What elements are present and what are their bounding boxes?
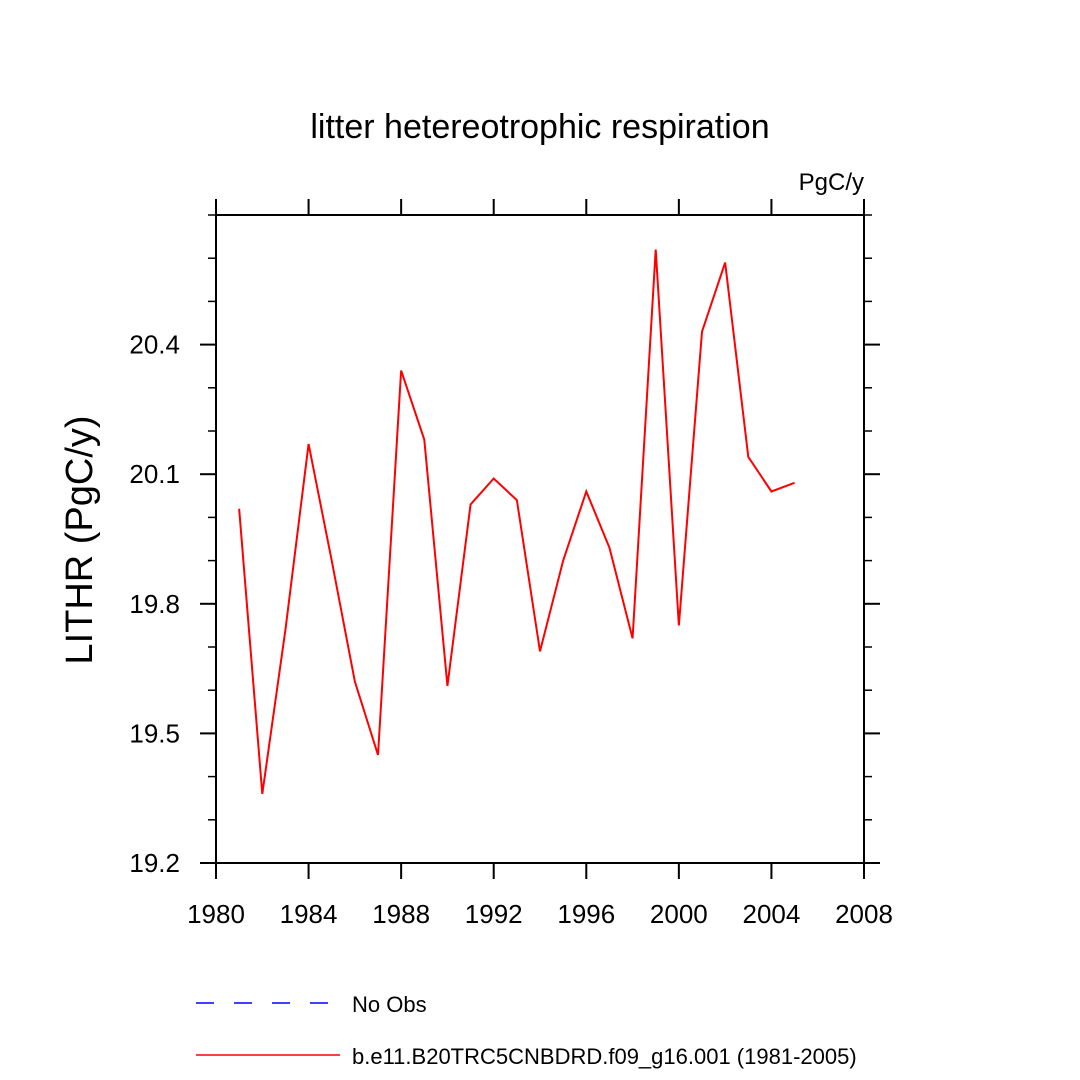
- plot-frame: [215, 214, 865, 864]
- x-tick-label: 1996: [557, 899, 615, 929]
- series-line: [238, 249, 795, 795]
- x-tick-label: 1992: [465, 899, 523, 929]
- units-label: PgC/y: [799, 169, 864, 196]
- y-major-ticks: [200, 343, 880, 864]
- y-tick-label: 20.1: [129, 459, 180, 489]
- x-tick-label: 2000: [650, 899, 708, 929]
- y-tick-label: 19.5: [129, 718, 180, 748]
- y-tick-label: 20.4: [129, 330, 180, 360]
- x-tick-label: 1984: [280, 899, 338, 929]
- x-major-ticks: [215, 199, 865, 879]
- y-tick-label: 19.2: [129, 848, 180, 878]
- y-tick-label: 19.8: [129, 589, 180, 619]
- legend: No Obs b.e11.B20TRC5CNBDRD.f09_g16.001 (…: [196, 992, 857, 1069]
- x-tick-label: 1988: [372, 899, 430, 929]
- y-tick-labels: 19.2 19.5 19.8 20.1 20.4: [129, 330, 180, 878]
- chart-title: litter hetereotrophic respiration: [310, 108, 769, 146]
- legend-label-model: b.e11.B20TRC5CNBDRD.f09_g16.001 (1981-20…: [352, 1044, 857, 1069]
- x-tick-label: 1980: [187, 899, 245, 929]
- y-axis-label: LITHR (PgC/y): [59, 415, 101, 664]
- x-tick-label: 2004: [743, 899, 801, 929]
- y-minor-ticks: [208, 214, 872, 821]
- series-group: [238, 249, 795, 795]
- legend-label-no-obs: No Obs: [352, 992, 427, 1017]
- x-tick-labels: 1980 1984 1988 1992 1996 2000 2004 2008: [187, 899, 893, 929]
- x-tick-label: 2008: [835, 899, 893, 929]
